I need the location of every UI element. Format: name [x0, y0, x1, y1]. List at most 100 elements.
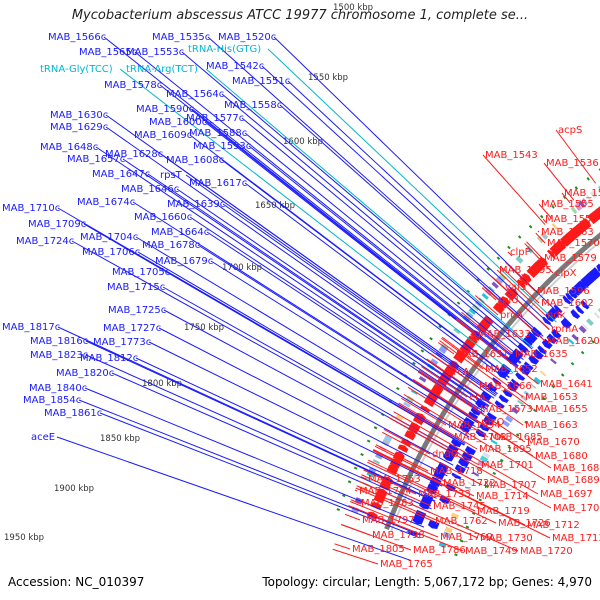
gene-label[interactable]: MAB_1630c — [50, 110, 108, 121]
gene-label[interactable]: MAB_1722 — [443, 478, 496, 489]
gene-label[interactable]: MAB_1559 — [545, 214, 598, 225]
gene-label[interactable]: MAB_1749 — [465, 546, 518, 557]
gene-arrow[interactable] — [586, 271, 597, 282]
gene-label[interactable]: MAB_1727c — [103, 323, 161, 334]
gene-label[interactable]: MAB_1704c — [80, 232, 138, 243]
gene-label[interactable]: MAB_1714 — [476, 491, 529, 502]
gene-label[interactable]: MAB_1774 — [359, 486, 412, 497]
gene-arrow[interactable] — [523, 361, 534, 371]
gene-label[interactable]: MAB_1555 — [541, 199, 594, 210]
gene-arrow[interactable] — [512, 348, 524, 360]
gene-label[interactable]: MAB_1550 — [564, 188, 600, 199]
gene-arrow[interactable] — [468, 335, 478, 344]
gene-arrow[interactable] — [545, 312, 556, 323]
gene-arrow[interactable] — [386, 464, 399, 475]
gene-label[interactable]: MAB_1579 — [544, 253, 597, 264]
gene-arrow[interactable] — [454, 464, 466, 474]
gene-label[interactable]: rpmA — [551, 324, 578, 335]
gene-arrow[interactable] — [468, 411, 479, 420]
gene-arrow[interactable] — [482, 390, 492, 399]
gene-label[interactable]: MAB_1578c — [104, 80, 162, 91]
gene-arrow[interactable] — [519, 364, 532, 376]
gene-label[interactable]: MAB_1646c — [121, 184, 179, 195]
gene-arrow[interactable] — [549, 245, 560, 257]
gene-label[interactable]: acpS — [558, 125, 582, 136]
gene-label[interactable]: MAB_1577c — [186, 113, 244, 124]
gene-label[interactable]: MAB_1543 — [485, 150, 538, 161]
gene-label[interactable]: MAB_1786 — [413, 545, 466, 556]
gene-label[interactable]: MAB_1726 — [498, 518, 551, 529]
gene-label[interactable]: dnaG — [432, 449, 459, 460]
gene-label[interactable]: MAB_1705c — [112, 267, 170, 278]
gene-label[interactable]: MAB_1715c — [107, 282, 165, 293]
gene-arrow[interactable] — [412, 516, 424, 525]
gene-arrow[interactable] — [405, 430, 416, 438]
gene-arrow[interactable] — [420, 405, 430, 414]
gene-arrow[interactable] — [565, 292, 575, 302]
gene-label[interactable]: MAB_1854c — [23, 395, 81, 406]
gene-label[interactable]: MAB_1765 — [380, 559, 433, 570]
trna-label[interactable]: tRNA-Arg(TCT) — [126, 64, 198, 75]
gene-arrow[interactable] — [528, 354, 540, 365]
gene-arrow[interactable] — [550, 307, 560, 317]
gene-arrow[interactable] — [427, 392, 439, 402]
gene-label[interactable]: MAB_1551c — [232, 76, 290, 87]
gene-label[interactable]: MAB_1596 — [537, 286, 590, 297]
gene-label[interactable]: MAB_1670 — [527, 437, 580, 448]
gene-arrow[interactable] — [394, 451, 405, 460]
gene-label[interactable]: MAB_1673 — [480, 404, 533, 415]
gene-label[interactable]: MAB_1706c — [82, 247, 140, 258]
gene-arrow[interactable] — [589, 211, 600, 222]
gene-label[interactable]: MAB_1805 — [352, 544, 405, 555]
gene-label[interactable]: MAB_1593c — [193, 141, 251, 152]
gene-arrow[interactable] — [580, 299, 590, 310]
gene-arrow[interactable] — [370, 502, 382, 511]
gene-label[interactable]: MAB_1709c — [28, 219, 86, 230]
gene-arrow[interactable] — [522, 337, 533, 347]
gene-label[interactable]: MAB_1697 — [540, 489, 593, 500]
gene-arrow[interactable] — [534, 261, 544, 271]
gene-label[interactable]: MAB_1628c — [105, 149, 163, 160]
gene-arrow[interactable] — [461, 451, 473, 462]
gene-label[interactable]: MAB_1609c — [134, 130, 192, 141]
gene-arrow[interactable] — [459, 424, 470, 433]
gene-arrow[interactable] — [479, 422, 491, 432]
gene-arrow[interactable] — [412, 416, 424, 426]
gene-label[interactable]: MAB_1720 — [520, 546, 573, 557]
gene-label[interactable]: MAB_1536 — [546, 158, 599, 169]
gene-label[interactable]: MAB_1773c — [93, 337, 151, 348]
gene-label[interactable]: MAB_1753 — [368, 474, 421, 485]
gene-arrow[interactable] — [506, 287, 519, 299]
gene-label[interactable]: MAB_1648c — [40, 142, 98, 153]
gene-label[interactable]: MAB_1651 — [456, 349, 509, 360]
gene-label[interactable]: MAB_1653 — [525, 392, 578, 403]
gene-arrow[interactable] — [463, 416, 475, 426]
trna-label[interactable]: tRNA-His(GTG) — [188, 44, 261, 55]
gene-label[interactable]: MAB_1783 — [361, 498, 414, 509]
gene-arrow[interactable] — [397, 444, 409, 453]
gene-label[interactable]: MAB_1608c — [166, 155, 224, 166]
gene-arrow[interactable] — [463, 339, 475, 350]
gene-arrow[interactable] — [431, 386, 442, 396]
gene-label[interactable]: MAB_1566c — [48, 32, 106, 43]
gene-label[interactable]: MAB_1588c — [189, 128, 247, 139]
gene-label[interactable]: MAB_1769 — [440, 532, 493, 543]
gene-label[interactable]: MAB_1535c — [152, 32, 210, 43]
gene-arrow[interactable] — [499, 296, 511, 307]
gene-arrow[interactable] — [461, 344, 472, 353]
gene-label[interactable]: MAB_1712 — [527, 520, 580, 531]
gene-arrow[interactable] — [427, 519, 440, 529]
gene-arrow[interactable] — [546, 333, 558, 344]
gene-arrow[interactable] — [570, 309, 581, 319]
gene-label[interactable]: clpX — [555, 268, 577, 279]
gene-arrow[interactable] — [593, 267, 600, 277]
gene-label[interactable]: MAB_1620 — [547, 336, 600, 347]
gene-label[interactable]: MAB_1816c — [30, 336, 88, 347]
gene-arrow[interactable] — [486, 411, 497, 420]
gene-arrow[interactable] — [497, 300, 507, 309]
gene-label[interactable]: MAB_1678c — [142, 240, 200, 251]
gene-label[interactable]: MAB_1657c — [67, 154, 125, 165]
gene-arrow[interactable] — [496, 369, 508, 379]
gene-label[interactable]: MAB_1600c — [149, 117, 207, 128]
